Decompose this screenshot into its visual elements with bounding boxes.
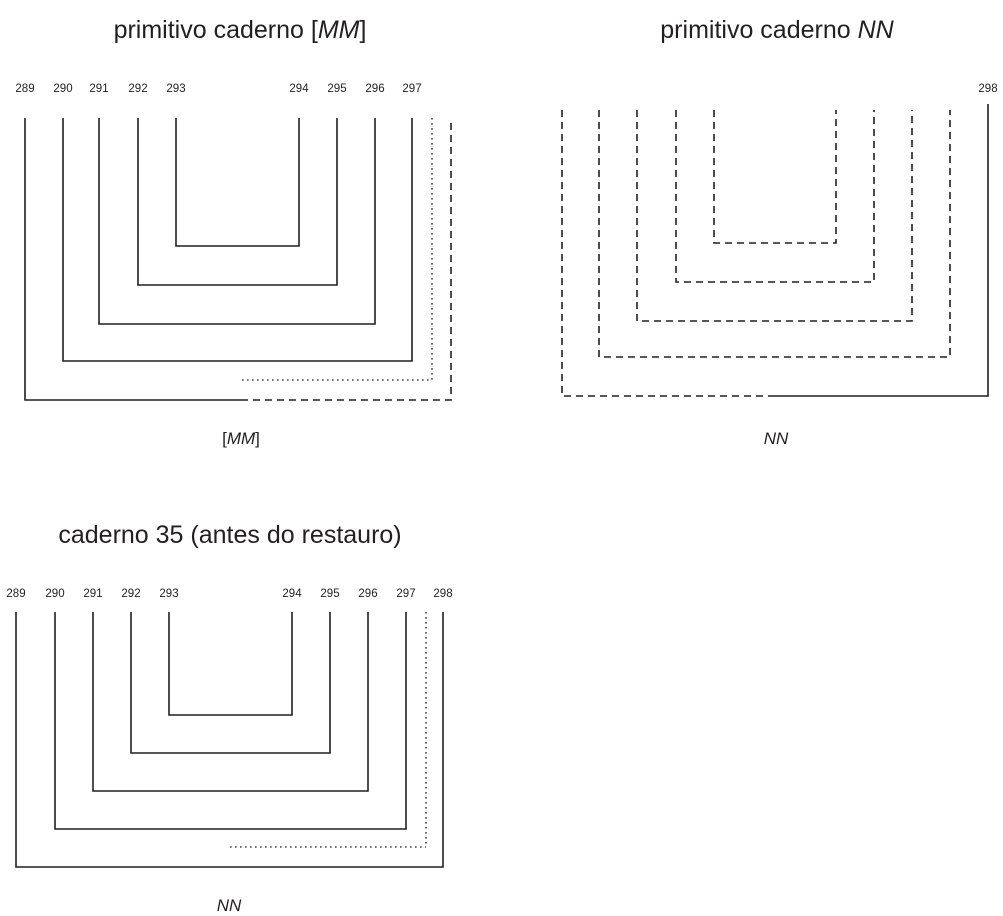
leaf-number: 295 (320, 588, 339, 600)
bifolium-3 (98, 118, 376, 325)
bifolium-2 (137, 118, 338, 286)
bifolium-2 (675, 110, 875, 283)
panel-title-part: ] (359, 16, 366, 44)
panel-title: caderno 35 (antes do restauro) (58, 521, 401, 549)
bifolium-3 (636, 110, 913, 322)
leaf-number: 298 (978, 83, 997, 95)
leaf-number: 291 (89, 83, 108, 95)
bifolium-6-right-leaf (241, 118, 452, 401)
leaf-number: 293 (159, 588, 178, 600)
bifolium-4 (54, 612, 407, 830)
leaf-number: 292 (128, 83, 147, 95)
bifolium-4 (598, 110, 951, 358)
bifolium-1 (175, 118, 300, 247)
bifolium-2 (130, 612, 331, 754)
leaf-number: 289 (6, 588, 25, 600)
bifolium-1 (168, 612, 293, 716)
leaf-number: 290 (53, 83, 72, 95)
bifolium-3 (92, 612, 369, 792)
panel-title-part: caderno 35 (antes do restauro) (58, 521, 401, 549)
bifolium-6-left-leaf (24, 118, 241, 401)
leaf-number: 290 (45, 588, 64, 600)
signature-label-part: NN (217, 896, 242, 915)
leaf-number: 289 (15, 83, 34, 95)
bifolium-1 (713, 110, 837, 244)
leaf-number: 294 (289, 83, 309, 95)
panel-title: primitivo caderno [MM] (114, 16, 367, 44)
signature-label-part: NN (764, 429, 789, 448)
leaf-number: 291 (83, 588, 102, 600)
leaf-number: 297 (402, 83, 421, 95)
panel-title: primitivo caderno NN (660, 16, 894, 44)
signature-label: NN (217, 896, 242, 915)
bifolium-5-left-leaf (561, 110, 775, 397)
bifolium-5-right-leaf (775, 104, 989, 397)
signature-label-part: [ (222, 429, 227, 448)
leaf-number: 294 (282, 588, 302, 600)
leaf-number: 293 (166, 83, 185, 95)
leaf-number: 296 (365, 83, 384, 95)
signature-label-part: MM (227, 429, 256, 448)
bifolium-4 (62, 118, 413, 362)
leaf-number: 298 (433, 588, 452, 600)
leaf-number: 296 (358, 588, 377, 600)
signature-label: [MM] (222, 429, 260, 448)
panel-primitive-mm: primitivo caderno [MM]289 290 291 292 293 294… (15, 16, 452, 448)
bifolium-6 (15, 612, 444, 868)
leaf-number: 292 (121, 588, 140, 600)
panel-caderno-35: caderno 35 (antes do restauro) 289 290 291 2… (6, 521, 452, 915)
leaf-number: 295 (327, 83, 346, 95)
panel-title-part: MM (318, 16, 360, 44)
panel-title-part: primitivo caderno (660, 16, 857, 44)
panel-primitive-nn: primitivo caderno NN 298 NN (561, 16, 998, 448)
panel-title-part: NN (858, 16, 895, 44)
leaf-number: 297 (396, 588, 415, 600)
panel-title-part: primitivo caderno [ (114, 16, 318, 44)
signature-label: NN (764, 429, 789, 448)
signature-label-part: ] (255, 429, 260, 448)
